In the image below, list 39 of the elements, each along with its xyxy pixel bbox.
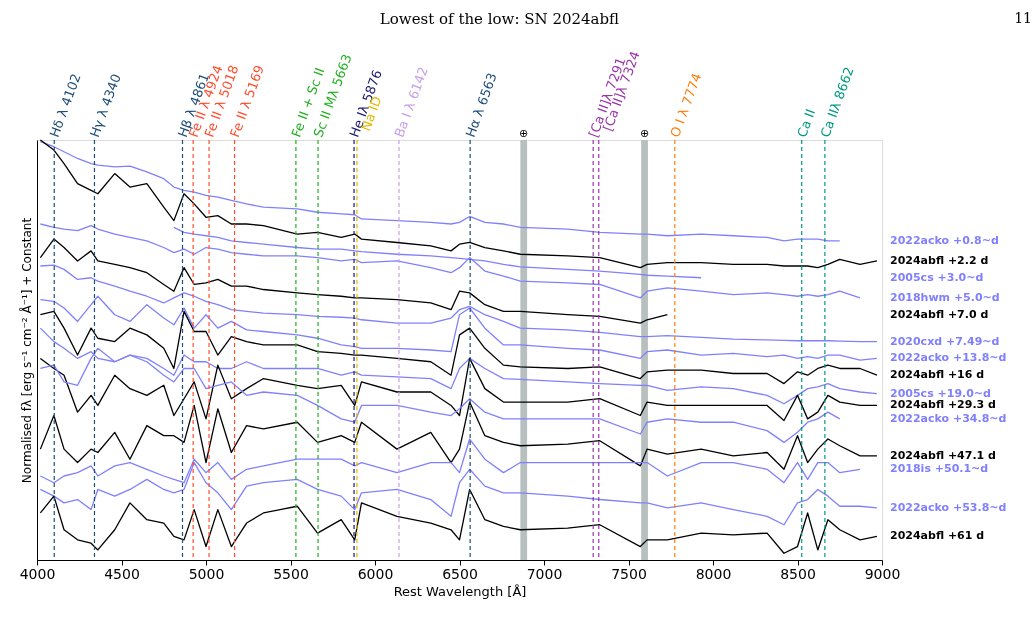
series-label: 2020cxd +7.49~d (890, 334, 1000, 348)
ref-line-label: Hγ λ 4340 (86, 71, 124, 140)
text: 2024abfl +7.0 d (890, 307, 989, 321)
x-tick-label: 8500 (780, 565, 816, 582)
x-tick-label: 6500 (442, 565, 478, 582)
ref-line-label: Hα λ 6563 (462, 70, 500, 140)
text: 2018is +50.1~d (890, 462, 989, 476)
x-tick-label: 5500 (273, 565, 309, 582)
series-label: 2024abfl +2.2 d (890, 253, 989, 267)
chart-title: Lowest of the low: SN 2024abfl (379, 10, 620, 28)
series-label: 2024abfl +29.3 d (890, 398, 996, 412)
x-tick-label: 4500 (104, 565, 140, 582)
y-axis-title: Normalised fλ [erg s⁻¹ cm⁻² Å⁻¹] + Constant (18, 217, 34, 484)
band-label: ⊕ (519, 127, 529, 140)
ref-line-label: Ba I λ 6142 (391, 64, 431, 140)
x-tick-label: 7000 (526, 565, 563, 582)
series-label: 2022acko +53.8~d (890, 500, 1007, 514)
text: 2022acko +34.8~d (890, 411, 1007, 425)
x-tick-label: 9000 (864, 565, 901, 582)
x-tick-label: 6000 (357, 565, 394, 582)
x-tick-label: 4000 (19, 565, 56, 582)
series-label: 2024abfl +16 d (890, 368, 985, 382)
x-tick-label: 7500 (611, 565, 647, 582)
x-axis-title: Rest Wavelength [Å] (393, 583, 527, 599)
x-tick-label: 8000 (695, 565, 732, 582)
ref-line-label: Hδ λ 4102 (46, 71, 84, 140)
text: 11 (1014, 10, 1032, 26)
ref-line-label: O I λ 7774 (667, 71, 705, 140)
band-label: ⊕ (639, 127, 650, 140)
ref-line-label: Ca II (794, 107, 819, 140)
series-label: 2022acko +13.8~d (890, 351, 1007, 365)
series-label: 2024abfl +47.1 d (890, 448, 996, 462)
x-tick-label: 5000 (188, 565, 225, 582)
text: 2018hwm +5.0~d (890, 290, 1000, 304)
text: 2022acko +0.8~d (890, 233, 999, 247)
series-label: 2024abfl +61 d (890, 529, 985, 543)
series-label: 2005cs +19.0~d (890, 386, 991, 400)
text: 2005cs +3.0~d (890, 270, 984, 284)
ref-line-label: Ca IIλ 8662 (817, 64, 857, 140)
